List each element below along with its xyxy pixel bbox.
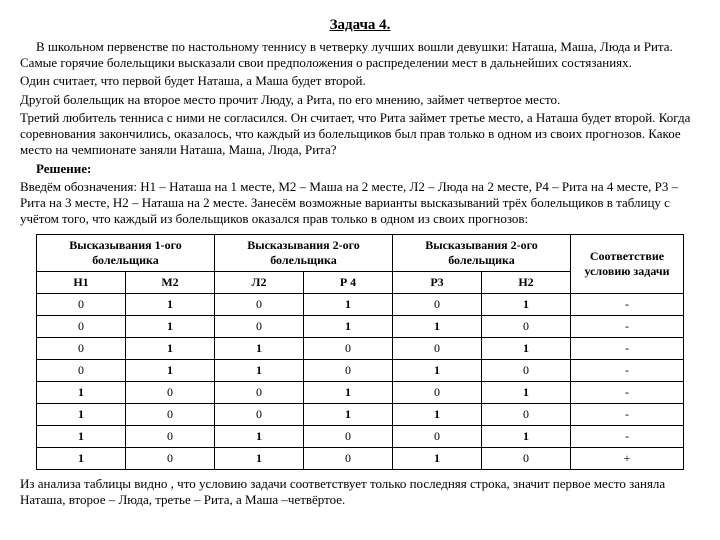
table-cell: - — [571, 425, 684, 447]
table-cell: 1 — [37, 447, 126, 469]
table-cell: - — [571, 359, 684, 381]
table-cell: 1 — [126, 293, 215, 315]
table-row: 100110- — [37, 403, 684, 425]
group-header-1: Высказывания 1-ого болельщика — [37, 234, 215, 271]
table-cell: 1 — [482, 425, 571, 447]
table-cell: 1 — [37, 425, 126, 447]
table-row: 100101- — [37, 381, 684, 403]
table-cell: 1 — [37, 381, 126, 403]
table-cell: 0 — [304, 425, 393, 447]
table-cell: 1 — [304, 381, 393, 403]
table-cell: 1 — [304, 403, 393, 425]
paragraph-3: Другой болельщик на второе место прочит … — [20, 92, 700, 108]
table-cell: 1 — [304, 315, 393, 337]
table-row: 011001- — [37, 337, 684, 359]
table-row: 101001- — [37, 425, 684, 447]
table-cell: 1 — [393, 315, 482, 337]
table-cell: 1 — [215, 425, 304, 447]
table-cell: 0 — [482, 359, 571, 381]
table-cell: 0 — [215, 403, 304, 425]
table-row: 010101- — [37, 293, 684, 315]
solution-label: Решение: — [36, 161, 91, 176]
table-cell: 1 — [37, 403, 126, 425]
table-cell: 1 — [126, 315, 215, 337]
table-cell: 0 — [215, 293, 304, 315]
group-header-4: Соответствие условию задачи — [571, 234, 684, 293]
paragraph-1: В школьном первенстве по настольному тен… — [20, 39, 700, 72]
group-header-2: Высказывания 2-ого болельщика — [215, 234, 393, 271]
table-row: 011010- — [37, 359, 684, 381]
conclusion: Из анализа таблицы видно , что условию з… — [20, 476, 700, 509]
table-cell: 1 — [393, 359, 482, 381]
table-cell: 0 — [215, 381, 304, 403]
table-cell: 0 — [37, 359, 126, 381]
table-cell: - — [571, 293, 684, 315]
table-cell: 0 — [37, 315, 126, 337]
table-cell: 1 — [126, 359, 215, 381]
table-cell: - — [571, 315, 684, 337]
table-cell: 1 — [482, 337, 571, 359]
table-cell: 0 — [304, 337, 393, 359]
table-cell: 1 — [393, 447, 482, 469]
table-cell: 1 — [215, 447, 304, 469]
sub-header: Р3 — [393, 271, 482, 293]
table-cell: 0 — [304, 359, 393, 381]
table-cell: 0 — [393, 337, 482, 359]
table-cell: 0 — [393, 381, 482, 403]
table-cell: + — [571, 447, 684, 469]
table-cell: 0 — [393, 425, 482, 447]
table-cell: 1 — [393, 403, 482, 425]
sub-header: Н2 — [482, 271, 571, 293]
table-row: 101010+ — [37, 447, 684, 469]
table-cell: - — [571, 403, 684, 425]
table-cell: - — [571, 381, 684, 403]
table-header-row-1: Высказывания 1-ого болельщика Высказыван… — [37, 234, 684, 271]
table-cell: 0 — [482, 403, 571, 425]
table-cell: 0 — [482, 315, 571, 337]
truth-table: Высказывания 1-ого болельщика Высказыван… — [36, 234, 684, 470]
table-cell: 0 — [482, 447, 571, 469]
table-cell: 0 — [215, 315, 304, 337]
table-cell: 1 — [215, 359, 304, 381]
table-cell: 0 — [126, 447, 215, 469]
table-body: 010101-010110-011001-011010-100101-10011… — [37, 293, 684, 469]
sub-header: М2 — [126, 271, 215, 293]
group-header-3: Высказывания 2-ого болельщика — [393, 234, 571, 271]
table-cell: 0 — [304, 447, 393, 469]
table-cell: 1 — [304, 293, 393, 315]
table-cell: 0 — [37, 293, 126, 315]
table-cell: 1 — [215, 337, 304, 359]
sub-header: Н1 — [37, 271, 126, 293]
paragraph-4: Третий любитель тенниса с ними не соглас… — [20, 110, 700, 159]
table-cell: - — [571, 337, 684, 359]
table-cell: 0 — [37, 337, 126, 359]
paragraph-5: Введём обозначения: Н1 – Наташа на 1 мес… — [20, 179, 700, 228]
table-row: 010110- — [37, 315, 684, 337]
paragraph-2: Один считает, что первой будет Наташа, а… — [20, 73, 700, 89]
table-cell: 0 — [126, 425, 215, 447]
table-cell: 1 — [482, 293, 571, 315]
table-cell: 1 — [482, 381, 571, 403]
table-cell: 0 — [126, 381, 215, 403]
sub-header: Р 4 — [304, 271, 393, 293]
table-cell: 0 — [126, 403, 215, 425]
task-title: Задача 4. — [20, 16, 700, 35]
table-cell: 0 — [393, 293, 482, 315]
table-cell: 1 — [126, 337, 215, 359]
sub-header: Л2 — [215, 271, 304, 293]
